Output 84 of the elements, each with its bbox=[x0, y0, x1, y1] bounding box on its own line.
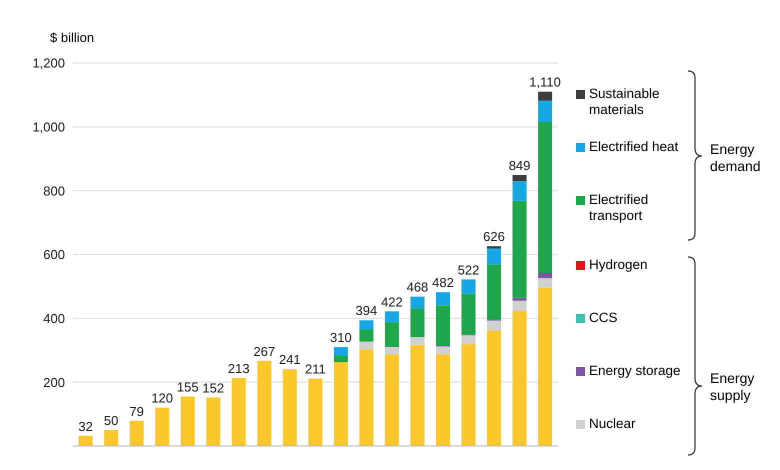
y-tick-label: 400 bbox=[43, 310, 65, 326]
bar bbox=[334, 347, 348, 356]
bar bbox=[410, 296, 424, 308]
total-label: 32 bbox=[78, 418, 93, 434]
bar bbox=[436, 354, 450, 446]
total-label: 50 bbox=[104, 413, 118, 428]
bar bbox=[538, 288, 552, 446]
total-label: 1,110 bbox=[529, 74, 561, 90]
legend-label: Nuclear bbox=[589, 416, 636, 432]
total-label: 522 bbox=[458, 262, 480, 278]
bar bbox=[334, 356, 348, 362]
bar bbox=[359, 330, 374, 342]
bar bbox=[487, 248, 502, 264]
bar bbox=[462, 279, 476, 294]
bar bbox=[384, 311, 399, 322]
y-tick-label: 1,000 bbox=[32, 119, 65, 134]
legend-label: Electrified heat bbox=[589, 139, 678, 155]
bar bbox=[410, 337, 424, 345]
total-label: 267 bbox=[253, 344, 276, 359]
bar bbox=[232, 378, 246, 446]
legend-label: Hydrogen bbox=[589, 257, 648, 273]
bar bbox=[436, 346, 450, 354]
bar bbox=[512, 175, 527, 182]
bar bbox=[257, 360, 272, 446]
bar bbox=[512, 298, 527, 301]
total-label: 155 bbox=[176, 380, 199, 395]
bar bbox=[487, 264, 502, 320]
bar bbox=[410, 344, 424, 446]
total-label: 482 bbox=[432, 275, 454, 290]
bar bbox=[436, 292, 450, 306]
text: Energy supply bbox=[710, 370, 756, 404]
bar bbox=[410, 308, 424, 338]
total-label: 422 bbox=[381, 294, 403, 310]
total-label: 120 bbox=[151, 390, 174, 406]
bar bbox=[384, 354, 399, 446]
bar bbox=[384, 322, 399, 348]
legend-label: Electrified transport bbox=[589, 192, 650, 224]
y-tick-label: 800 bbox=[43, 183, 65, 198]
bar bbox=[538, 278, 552, 288]
bar bbox=[487, 330, 502, 446]
bar bbox=[359, 320, 374, 330]
bar bbox=[78, 436, 93, 446]
bar bbox=[206, 397, 220, 446]
bar bbox=[308, 378, 322, 446]
legend-label: Sustainable materials bbox=[589, 86, 661, 118]
y-tick-label: 1,200 bbox=[32, 56, 65, 71]
bar bbox=[462, 294, 476, 335]
total-label: 152 bbox=[202, 380, 224, 396]
legend-label: CCS bbox=[589, 310, 618, 326]
bar bbox=[104, 430, 118, 446]
total-label: 626 bbox=[483, 229, 505, 244]
bar bbox=[359, 349, 374, 446]
bar bbox=[512, 310, 527, 446]
text: Energy demand bbox=[710, 141, 762, 175]
legend-label: Energy storage bbox=[589, 363, 681, 379]
bar bbox=[512, 181, 527, 201]
total-label: 849 bbox=[508, 158, 530, 174]
total-label: 310 bbox=[330, 330, 352, 346]
bar bbox=[487, 320, 502, 330]
total-label: 213 bbox=[228, 361, 250, 376]
bar bbox=[359, 342, 374, 350]
total-label: 211 bbox=[304, 362, 326, 377]
bar bbox=[512, 300, 527, 311]
bar bbox=[130, 420, 144, 446]
y-tick-label: 200 bbox=[43, 374, 65, 390]
y-axis-title: $ billion bbox=[50, 30, 94, 45]
bar bbox=[180, 396, 195, 446]
total-label: 241 bbox=[278, 352, 301, 368]
bar bbox=[538, 100, 552, 122]
bar bbox=[282, 369, 297, 446]
bar bbox=[538, 92, 552, 101]
y-tick-label: 600 bbox=[43, 247, 65, 262]
bar bbox=[436, 305, 450, 346]
bar bbox=[155, 408, 170, 446]
total-label: 468 bbox=[406, 280, 428, 295]
bar bbox=[384, 347, 399, 354]
bar bbox=[538, 273, 552, 278]
bar bbox=[512, 200, 527, 298]
bar bbox=[462, 335, 476, 344]
total-label: 394 bbox=[356, 303, 378, 318]
bar bbox=[334, 362, 348, 446]
bar bbox=[538, 122, 552, 274]
bar bbox=[462, 344, 476, 446]
total-label: 79 bbox=[129, 404, 144, 419]
